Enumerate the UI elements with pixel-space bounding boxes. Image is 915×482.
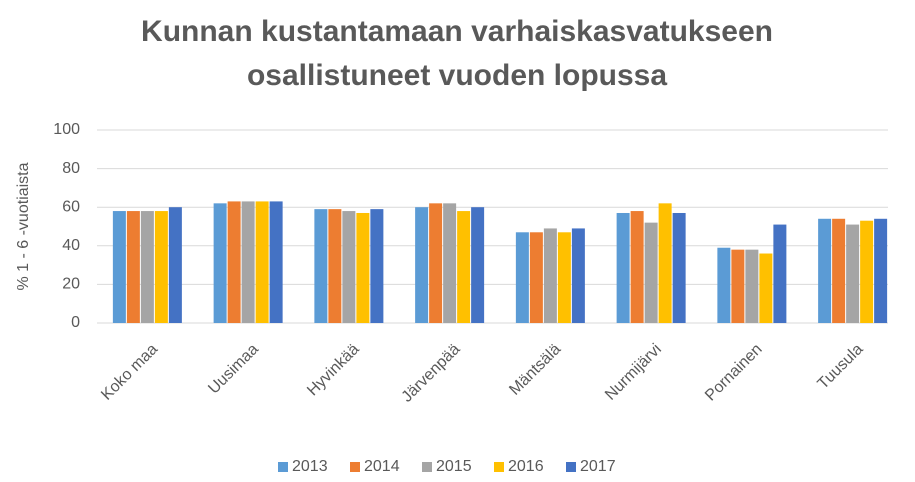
bar bbox=[314, 209, 328, 323]
bar bbox=[227, 201, 241, 323]
y-tick-label: 80 bbox=[62, 160, 80, 177]
bar bbox=[543, 228, 557, 323]
y-tick-label: 60 bbox=[62, 198, 80, 215]
legend-swatch bbox=[350, 462, 360, 472]
legend-label: 2013 bbox=[292, 458, 328, 475]
bar bbox=[429, 203, 443, 323]
bar bbox=[443, 203, 457, 323]
bar bbox=[874, 218, 888, 323]
bar bbox=[154, 211, 168, 323]
bar bbox=[269, 201, 283, 323]
bar bbox=[616, 212, 630, 323]
bar bbox=[717, 247, 731, 323]
y-tick-label: 0 bbox=[71, 314, 80, 331]
legend-swatch bbox=[494, 462, 504, 472]
bar bbox=[471, 207, 485, 323]
y-tick-label: 40 bbox=[62, 237, 80, 254]
bar bbox=[557, 232, 571, 323]
y-tick-label: 100 bbox=[53, 121, 80, 138]
bar bbox=[457, 211, 471, 323]
y-tick-label: 20 bbox=[62, 276, 80, 293]
bar bbox=[370, 209, 384, 323]
legend-swatch bbox=[422, 462, 432, 472]
bar bbox=[773, 224, 787, 323]
x-tick-label: Hyvinkää bbox=[304, 341, 363, 400]
bar bbox=[342, 211, 356, 323]
bar bbox=[745, 249, 759, 323]
x-tick-label: Uusimaa bbox=[205, 341, 262, 398]
legend-label: 2015 bbox=[436, 458, 472, 475]
legend-label: 2014 bbox=[364, 458, 400, 475]
bar bbox=[644, 222, 658, 323]
bar bbox=[168, 207, 182, 323]
y-axis-label: % 1 - 6 -vuotiaista bbox=[15, 162, 32, 290]
bar bbox=[658, 203, 672, 323]
bar bbox=[328, 209, 342, 323]
bar bbox=[630, 211, 644, 323]
bar bbox=[860, 220, 874, 323]
legend-label: 2017 bbox=[580, 458, 616, 475]
bar bbox=[731, 249, 745, 323]
bar bbox=[515, 232, 529, 323]
x-tick-label: Tuusula bbox=[815, 341, 867, 393]
x-tick-label: Mäntsälä bbox=[506, 341, 564, 399]
bar bbox=[846, 224, 860, 323]
bar bbox=[571, 228, 585, 323]
bar bbox=[241, 201, 255, 323]
bar bbox=[415, 207, 429, 323]
bar bbox=[126, 211, 140, 323]
legend-swatch bbox=[566, 462, 576, 472]
bar bbox=[255, 201, 269, 323]
x-tick-label: Nurmijärvi bbox=[602, 341, 665, 404]
bar bbox=[759, 253, 773, 323]
bar bbox=[529, 232, 543, 323]
bar bbox=[356, 212, 370, 323]
bar bbox=[140, 211, 154, 323]
bar bbox=[832, 218, 846, 323]
x-tick-label: Koko maa bbox=[98, 341, 161, 404]
legend-label: 2016 bbox=[508, 458, 544, 475]
bar bbox=[112, 211, 126, 323]
x-tick-label: Pornainen bbox=[702, 341, 766, 405]
chart-title: Kunnan kustantamaan varhaiskasvatukseen … bbox=[141, 15, 773, 92]
x-tick-label: Järvenpää bbox=[399, 341, 464, 406]
bar bbox=[213, 203, 227, 323]
legend-swatch bbox=[278, 462, 288, 472]
bar bbox=[818, 218, 832, 323]
bar bbox=[672, 212, 686, 323]
